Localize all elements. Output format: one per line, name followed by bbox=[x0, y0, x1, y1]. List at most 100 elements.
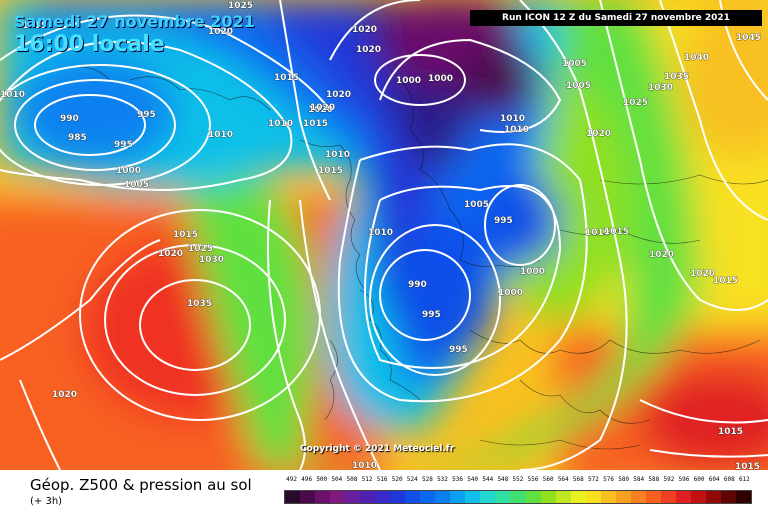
isobar-label: 1020 bbox=[352, 25, 377, 35]
legend-swatch bbox=[735, 491, 751, 503]
isobar-label: 985 bbox=[68, 133, 87, 143]
map-subtitle: (+ 3h) bbox=[30, 496, 63, 507]
isobar-label: 990 bbox=[408, 280, 427, 290]
isobar-label: 995 bbox=[449, 345, 468, 355]
isobar-label: 1010 bbox=[585, 228, 610, 238]
legend-label: 516 bbox=[376, 476, 388, 483]
legend-label: 556 bbox=[527, 476, 539, 483]
isobar-lines bbox=[0, 0, 768, 470]
isobar-label: 1020 bbox=[649, 250, 674, 260]
isobar-label: 1035 bbox=[664, 72, 689, 82]
legend-swatch bbox=[540, 491, 556, 503]
isobar-label: 1015 bbox=[274, 73, 299, 83]
isobar-label: 1010 bbox=[268, 119, 293, 129]
coastlines bbox=[59, 66, 768, 450]
isobar-label: 1020 bbox=[586, 129, 611, 139]
legend-label: 560 bbox=[542, 476, 554, 483]
legend-swatch bbox=[510, 491, 526, 503]
legend-swatch bbox=[525, 491, 541, 503]
legend-swatch bbox=[615, 491, 631, 503]
isobar-label: 1035 bbox=[187, 299, 212, 309]
legend-swatch bbox=[705, 491, 721, 503]
isobar-label: 995 bbox=[494, 216, 513, 226]
legend-label: 572 bbox=[588, 476, 599, 483]
legend-label: 524 bbox=[406, 476, 418, 483]
isobar-labels: 1015102010251010990985995995100010051010… bbox=[0, 1, 761, 470]
legend-label: 496 bbox=[301, 476, 313, 483]
isobar-label: 1020 bbox=[208, 27, 233, 37]
legend-labels: 492 496 500 504 508 512 516 520 524 528 532 536 540 5… bbox=[284, 476, 752, 488]
legend-label: 532 bbox=[437, 476, 448, 483]
z500-field bbox=[0, 0, 768, 470]
legend-label: 504 bbox=[331, 476, 343, 483]
legend-swatch bbox=[360, 491, 376, 503]
isobar-label: 1010 bbox=[368, 228, 393, 238]
isobar-label: 1025 bbox=[228, 1, 253, 11]
legend-swatch bbox=[465, 491, 481, 503]
legend-label: 508 bbox=[346, 476, 358, 483]
isobar-label: 1005 bbox=[124, 180, 149, 190]
legend-label: 592 bbox=[663, 476, 675, 483]
legend-label: 564 bbox=[557, 476, 569, 483]
legend-label: 584 bbox=[633, 476, 645, 483]
forecast-date: Samedi 27 novembre 2021 bbox=[14, 12, 255, 31]
isobar-label: 1040 bbox=[684, 53, 709, 63]
isobar-label: 1030 bbox=[199, 255, 224, 265]
isobar-label: 1010 bbox=[504, 125, 529, 135]
legend-swatch bbox=[390, 491, 406, 503]
isobar-label: 1010 bbox=[500, 114, 525, 124]
isobar-label: 1005 bbox=[562, 59, 587, 69]
legend-label: 600 bbox=[693, 476, 705, 483]
isobar-label: 1020 bbox=[356, 45, 381, 55]
isobar-label: 1000 bbox=[498, 288, 523, 298]
legend-swatch bbox=[630, 491, 646, 503]
legend-swatch bbox=[720, 491, 736, 503]
legend-label: 552 bbox=[512, 476, 524, 483]
legend-swatch bbox=[285, 491, 301, 503]
legend-label: 608 bbox=[723, 476, 735, 483]
legend-bar bbox=[284, 490, 752, 504]
legend-swatch bbox=[300, 491, 316, 503]
run-info-box: Run ICON 12 Z du Samedi 27 novembre 2021 bbox=[470, 10, 762, 26]
isobar-label: 1015 bbox=[718, 427, 743, 437]
legend-label: 596 bbox=[678, 476, 690, 483]
isobar-label: 1010 bbox=[0, 90, 25, 100]
legend-swatch bbox=[435, 491, 451, 503]
legend-label: 612 bbox=[738, 476, 750, 483]
legend-swatch bbox=[585, 491, 601, 503]
legend-swatch bbox=[420, 491, 436, 503]
isobar-label: 1015 bbox=[173, 230, 198, 240]
isobar-label: 1015 bbox=[604, 227, 629, 237]
isobar-label: 1000 bbox=[396, 76, 421, 86]
isobar-label: 1020 bbox=[690, 269, 715, 279]
isobar-label: 1020 bbox=[158, 249, 183, 259]
isobar-label: 1015 bbox=[318, 166, 343, 176]
legend-label: 512 bbox=[361, 476, 373, 483]
isobar-label: 1020 bbox=[52, 390, 77, 400]
legend-label: 548 bbox=[497, 476, 509, 483]
isobar-label: 1000 bbox=[116, 166, 141, 176]
map-canvas: 1015102010251010990985995995100010051010… bbox=[0, 0, 768, 470]
isobar-label: 1005 bbox=[566, 81, 591, 91]
isobar-label: 1030 bbox=[648, 83, 673, 93]
isobar-label: 1000 bbox=[520, 267, 545, 277]
isobar-label: 1020 bbox=[308, 105, 333, 115]
isobar-label: 1005 bbox=[464, 200, 489, 210]
legend-swatch bbox=[495, 491, 511, 503]
isobar-label: 1025 bbox=[623, 98, 648, 108]
isobar-label: 1000 bbox=[428, 74, 453, 84]
isobar-label: 995 bbox=[114, 140, 133, 150]
legend-label: 536 bbox=[452, 476, 463, 483]
legend-swatch bbox=[330, 491, 346, 503]
legend-swatch bbox=[690, 491, 706, 503]
legend-swatch bbox=[375, 491, 391, 503]
isobar-label: 1010 bbox=[325, 150, 350, 160]
isobar-label: 1015 bbox=[713, 276, 738, 286]
legend-swatch bbox=[315, 491, 331, 503]
legend-label: 588 bbox=[648, 476, 660, 483]
map-title: Géop. Z500 & pression au sol bbox=[30, 476, 252, 494]
legend-swatch bbox=[600, 491, 616, 503]
legend-swatch bbox=[570, 491, 586, 503]
isobar-label: 1045 bbox=[736, 33, 761, 43]
isobar-label: 1010 bbox=[208, 130, 233, 140]
